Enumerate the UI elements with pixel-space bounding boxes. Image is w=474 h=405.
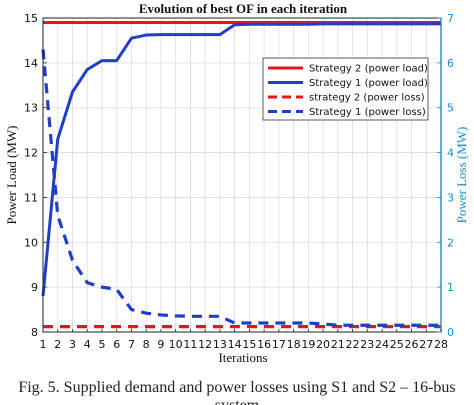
legend-items: Strategy 2 (power load) Strategy 1 (power… — [268, 64, 428, 118]
x-tick-label: 14 — [228, 338, 242, 351]
left-tick-label: 8 — [31, 326, 38, 339]
x-tick-label: 9 — [157, 338, 164, 351]
series-line-2 — [41, 22, 441, 297]
chart-title: Evolution of best OF in each iteration — [139, 1, 348, 16]
figure-caption-continued: system — [215, 397, 260, 405]
x-tick-label: 3 — [69, 338, 76, 351]
x-tick-label: 23 — [360, 338, 374, 351]
x-tick-label: 6 — [113, 338, 120, 351]
legend: Strategy 2 (power load) Strategy 1 (power… — [262, 57, 429, 121]
x-tick-label: 22 — [346, 338, 360, 351]
left-tick-label: 13 — [24, 102, 38, 115]
right-axis-ticks: 0 1 2 3 4 5 6 7 — [437, 12, 454, 339]
left-axis-ticks: 8 9 10 11 12 13 14 15 — [24, 12, 47, 339]
legend-label: Strategy 1 (power load) — [309, 78, 428, 89]
x-axis-ticks: 1 2 3 4 5 6 7 8 9 10 11 12 13 14 15 16 17 18 19 20 21 22 23 24 2… — [40, 329, 448, 351]
x-tick-label: 27 — [419, 338, 433, 351]
plot-series — [41, 20, 441, 329]
x-tick-label: 11 — [183, 338, 197, 351]
right-tick-label: 1 — [447, 281, 454, 294]
x-tick-label: 24 — [375, 338, 389, 351]
left-tick-label: 10 — [24, 236, 38, 249]
x-tick-label: 4 — [84, 338, 91, 351]
x-tick-label: 10 — [169, 338, 183, 351]
left-tick-label: 11 — [24, 191, 38, 204]
x-tick-label: 8 — [143, 338, 150, 351]
x-tick-label: 19 — [301, 338, 315, 351]
right-axis-label: Power Loss (MW) — [454, 127, 469, 224]
right-tick-label: 2 — [447, 236, 454, 249]
right-tick-label: 0 — [447, 326, 454, 339]
x-tick-label: 1 — [40, 338, 47, 351]
x-tick-label: 16 — [257, 338, 271, 351]
x-axis-label: Iterations — [218, 350, 267, 365]
x-tick-label: 18 — [287, 338, 301, 351]
right-tick-label: 6 — [447, 57, 454, 70]
left-tick-label: 14 — [24, 57, 38, 70]
x-tick-label: 15 — [242, 338, 256, 351]
x-tick-label: 25 — [390, 338, 404, 351]
right-tick-label: 5 — [447, 102, 454, 115]
x-tick-label: 17 — [272, 338, 286, 351]
x-tick-label: 2 — [54, 338, 61, 351]
series-line-4 — [41, 49, 441, 327]
x-tick-label: 28 — [434, 338, 448, 351]
left-tick-label: 15 — [24, 12, 38, 25]
legend-label: strategy 2 (power loss) — [309, 93, 425, 104]
x-tick-label: 20 — [316, 338, 330, 351]
x-tick-label: 26 — [405, 338, 419, 351]
x-tick-label: 21 — [331, 338, 345, 351]
left-tick-label: 12 — [24, 147, 38, 160]
right-tick-label: 3 — [447, 191, 454, 204]
x-tick-label: 13 — [213, 338, 227, 351]
x-tick-label: 5 — [98, 338, 105, 351]
x-tick-label: 7 — [128, 338, 135, 351]
left-axis-label: Power Load (MW) — [4, 126, 19, 225]
figure-caption: Fig. 5. Supplied demand and power losses… — [18, 379, 455, 396]
left-tick-label: 9 — [31, 281, 38, 294]
right-tick-label: 4 — [447, 147, 454, 160]
legend-label: Strategy 1 (power loss) — [309, 107, 426, 118]
legend-label: Strategy 2 (power load) — [309, 64, 428, 75]
right-tick-label: 7 — [447, 12, 454, 25]
x-tick-label: 12 — [198, 338, 212, 351]
